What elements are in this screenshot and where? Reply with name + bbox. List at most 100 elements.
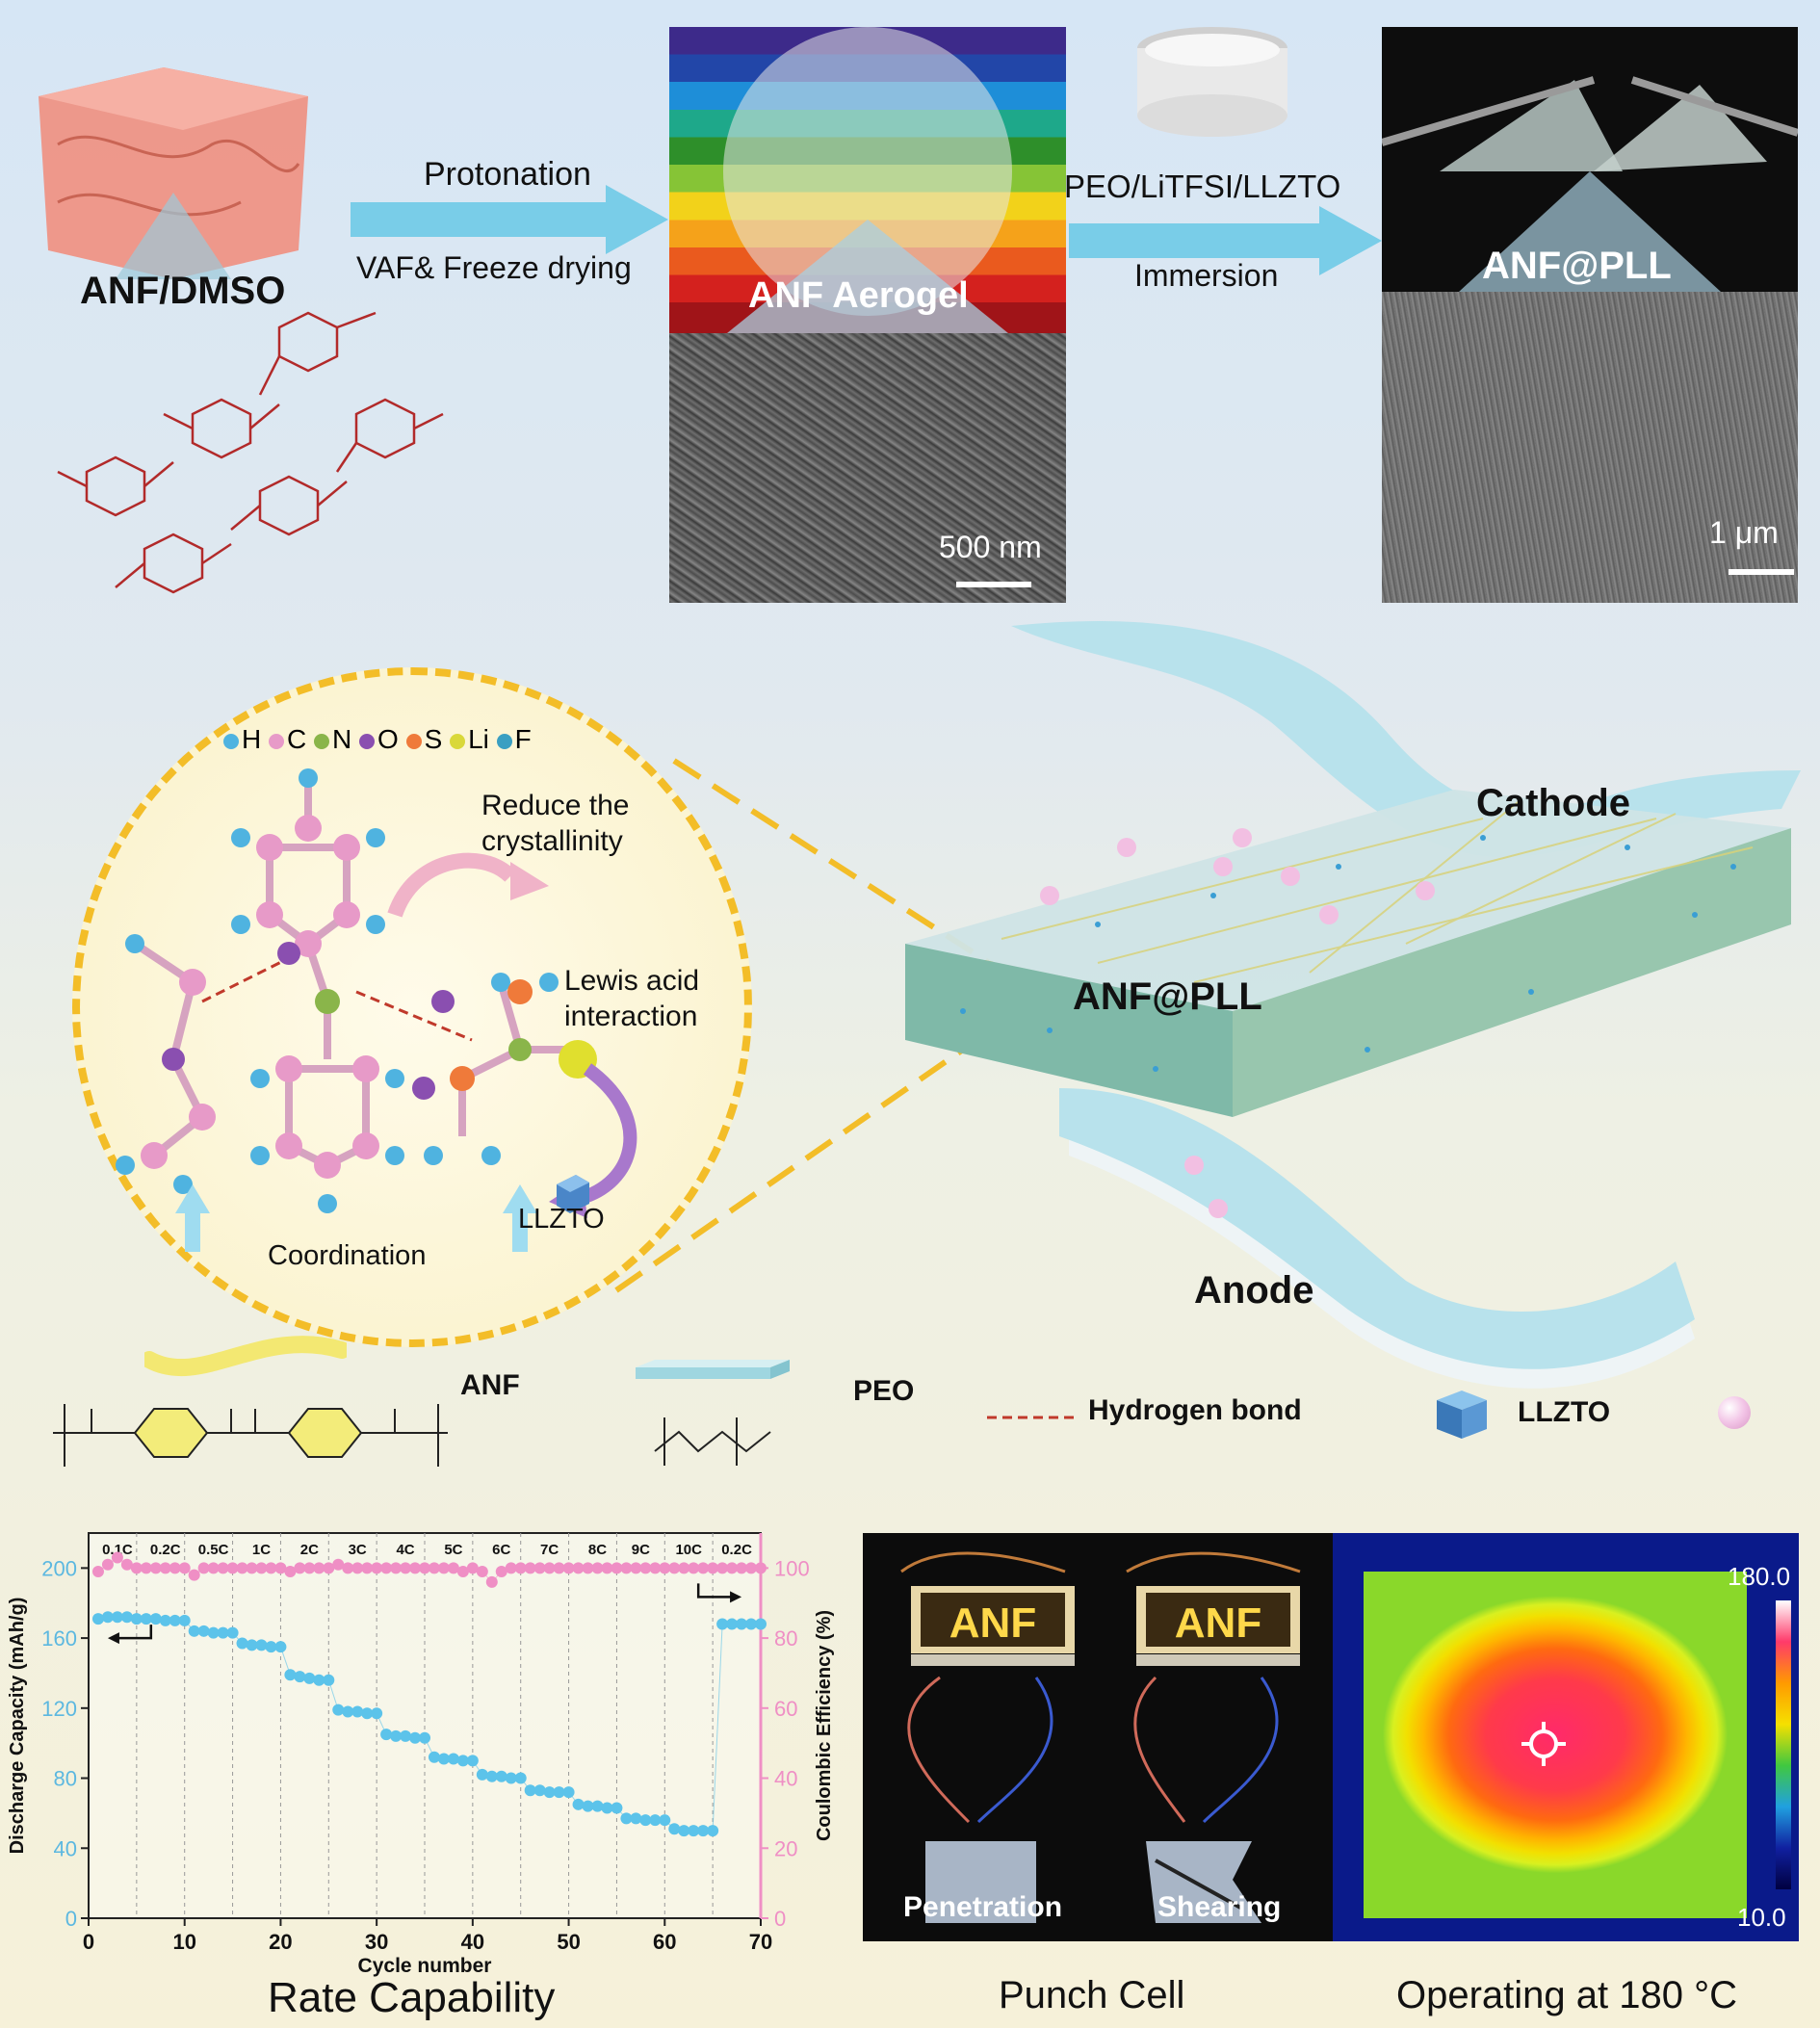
- right-axis-indicator-arrow: [696, 1583, 738, 1599]
- llzto-circle-label: LLZTO: [518, 1204, 605, 1235]
- efficiency-point: [591, 1562, 604, 1574]
- right-arrow-head: [730, 1591, 742, 1603]
- efficiency-point: [169, 1562, 181, 1574]
- efficiency-point: [562, 1562, 575, 1574]
- efficiency-point: [505, 1562, 517, 1574]
- efficiency-point: [197, 1562, 210, 1574]
- efficiency-point: [630, 1562, 642, 1574]
- efficiency-point: [755, 1562, 767, 1574]
- anf-structure-formula: [53, 1385, 448, 1471]
- efficiency-point: [188, 1569, 200, 1581]
- li-ion-icon: [1718, 1396, 1751, 1429]
- lewis-acid-label: Lewis acid interaction: [564, 965, 700, 1032]
- capacity-point: [236, 1637, 248, 1650]
- y-tick-label: 160: [41, 1626, 77, 1651]
- efficiency-point: [524, 1562, 536, 1574]
- efficiency-point: [255, 1562, 268, 1574]
- efficiency-point: [688, 1562, 700, 1574]
- efficiency-point: [447, 1562, 459, 1574]
- atom-legend: H C N O S Li F: [223, 724, 532, 755]
- x-tick-label: 60: [653, 1930, 676, 1954]
- capacity-point: [130, 1613, 143, 1625]
- shearing-photo: ANF Shearing: [1098, 1533, 1333, 1941]
- rate-label: 3C: [349, 1542, 367, 1558]
- capacity-point: [380, 1729, 393, 1741]
- efficiency-point: [726, 1562, 739, 1574]
- capacity-point: [726, 1618, 739, 1630]
- capacity-point: [313, 1674, 325, 1686]
- efficiency-point: [572, 1562, 585, 1574]
- rate-label: 6C: [492, 1542, 510, 1558]
- capacity-point: [582, 1800, 594, 1812]
- llzto-cube-icon: [1433, 1387, 1491, 1441]
- atom-o-dot: [359, 733, 376, 749]
- penetration-photo: ANF Penetration: [863, 1533, 1098, 1941]
- atom-h-dot: [223, 733, 239, 749]
- protonation-arrow: [351, 185, 668, 254]
- capacity-point: [524, 1784, 536, 1797]
- efficiency-point: [668, 1562, 681, 1574]
- capacity-point: [533, 1784, 546, 1797]
- efficiency-point: [601, 1562, 613, 1574]
- capacity-point: [495, 1770, 507, 1782]
- y-tick-label: 40: [54, 1836, 77, 1860]
- petri-dish-image: [1134, 21, 1290, 144]
- scale-1um-bar: [1729, 569, 1794, 575]
- efficiency-point: [246, 1562, 258, 1574]
- efficiency-point: [409, 1562, 422, 1574]
- capacity-point: [149, 1613, 162, 1625]
- efficiency-point: [236, 1562, 248, 1574]
- efficiency-point: [371, 1562, 383, 1574]
- atom-c-dot: [269, 733, 285, 749]
- efficiency-point: [533, 1562, 546, 1574]
- capacity-point: [456, 1755, 469, 1767]
- atom-h-legend: H: [223, 724, 261, 754]
- anf-molecule-structure: [19, 308, 481, 607]
- efficiency-point: [294, 1562, 306, 1574]
- y-axis-label: Discharge Capacity (mAh/g): [7, 1598, 28, 1855]
- peo-litfsi-llzto-label: PEO/LiTFSI/LLZTO: [1064, 169, 1341, 204]
- capacity-point: [351, 1705, 364, 1718]
- efficiency-point: [226, 1562, 239, 1574]
- efficiency-point: [274, 1562, 287, 1574]
- atom-li-legend: Li: [450, 724, 489, 754]
- cathode-label: Cathode: [1476, 782, 1630, 824]
- efficiency-point: [639, 1562, 652, 1574]
- capacity-point: [111, 1611, 123, 1624]
- rate-label: 1C: [252, 1542, 271, 1558]
- peo-film-icon: [636, 1356, 790, 1385]
- efficiency-point: [745, 1562, 758, 1574]
- x-tick-label: 70: [749, 1930, 772, 1954]
- x-tick-label: 40: [461, 1930, 484, 1954]
- shearing-label: Shearing: [1157, 1891, 1282, 1923]
- capacity-point: [649, 1814, 662, 1827]
- capacity-point: [246, 1639, 258, 1651]
- efficiency-point: [736, 1562, 748, 1574]
- molecular-interaction-diagram: [96, 751, 693, 1298]
- legend-anf-label: ANF: [460, 1369, 520, 1401]
- capacity-point: [736, 1618, 748, 1630]
- capacity-point: [562, 1786, 575, 1799]
- atom-s-legend: S: [405, 724, 442, 754]
- capacity-point: [659, 1814, 671, 1827]
- capacity-point: [207, 1626, 220, 1639]
- scale-500nm-label: 500 nm: [939, 530, 1042, 564]
- anf-pll-middle-label: ANF@PLL: [1073, 975, 1262, 1018]
- atom-s-dot: [405, 733, 422, 749]
- thermal-image: 180.0 10.0: [1333, 1533, 1799, 1941]
- capacity-point: [159, 1614, 171, 1626]
- capacity-point: [591, 1800, 604, 1812]
- scale-1um-label: 1 μm: [1709, 515, 1779, 550]
- efficiency-point: [707, 1562, 719, 1574]
- capacity-point: [120, 1611, 133, 1624]
- anf-pll-photo: ANF@PLL: [1382, 27, 1798, 292]
- efficiency-point: [91, 1566, 104, 1577]
- y-tick-label: 120: [41, 1697, 77, 1721]
- atom-f-dot: [496, 733, 512, 749]
- anf-aerogel-photo: ANF Aerogel: [669, 27, 1066, 333]
- rate-label: 0.2C: [721, 1542, 752, 1558]
- anf-dmso-gel: [19, 58, 327, 289]
- rate-label: 5C: [444, 1542, 462, 1558]
- efficiency-point: [313, 1562, 325, 1574]
- atom-n-dot: [314, 733, 330, 749]
